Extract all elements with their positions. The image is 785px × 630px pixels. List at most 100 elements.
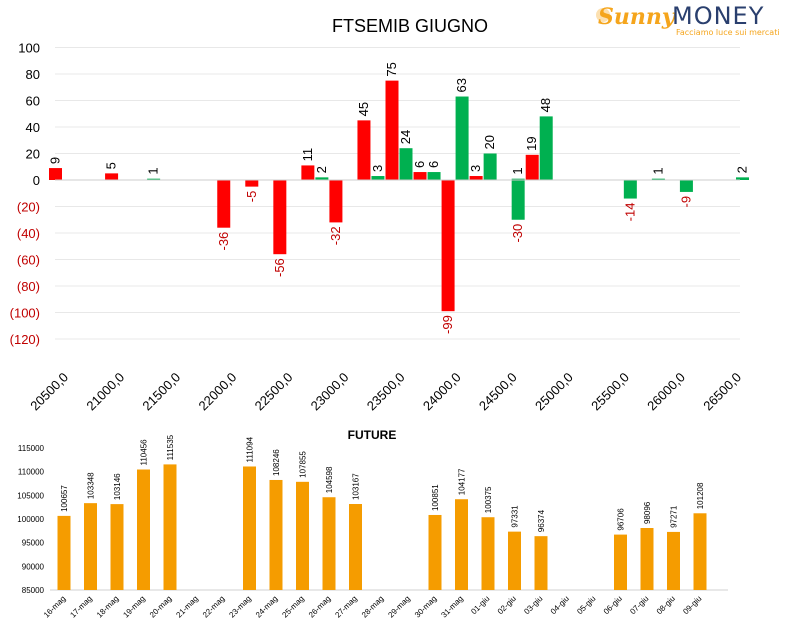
bar (84, 503, 97, 590)
logo-brand-money: MONEY (672, 2, 765, 30)
bar (273, 180, 287, 255)
data-label: 98096 (643, 501, 652, 524)
data-label: 19 (524, 136, 539, 150)
x-tick-label: 21-mag (174, 594, 200, 620)
bar (385, 80, 399, 180)
y-tick-label: (120) (10, 332, 40, 347)
data-label: 96706 (617, 508, 626, 531)
bar (623, 180, 637, 199)
x-tick-label: 20-mag (148, 594, 174, 620)
data-label: 11 (300, 148, 315, 162)
y-tick-label: 90000 (22, 562, 45, 571)
bar (736, 177, 749, 180)
y-tick-label: 20 (26, 147, 40, 162)
data-label: 2 (314, 166, 329, 173)
data-label: -32 (328, 226, 343, 245)
bar (315, 177, 329, 180)
data-label: 5 (104, 162, 119, 169)
bar (614, 534, 627, 590)
bar (427, 172, 441, 180)
y-tick-label: 100 (18, 41, 40, 56)
data-label: -14 (622, 203, 637, 222)
y-tick-label: (40) (17, 226, 40, 241)
x-tick-label: 23-mag (227, 594, 253, 620)
bar (428, 514, 442, 590)
data-label: 3 (370, 165, 385, 172)
brand-logo: Sunny MONEY Facciamo luce sui mercati (596, 2, 780, 40)
data-label: 111094 (246, 436, 255, 462)
data-label: -36 (216, 232, 231, 251)
data-label: 104177 (458, 468, 467, 495)
bar (469, 176, 483, 180)
data-label: 107855 (299, 451, 308, 478)
x-tick-label: 31-mag (439, 594, 465, 620)
bar (525, 154, 539, 180)
y-tick-label: (60) (17, 253, 40, 268)
bar (441, 180, 455, 312)
data-label: 1 (650, 167, 665, 174)
bar (217, 180, 231, 228)
x-tick-label: 24-mag (254, 594, 280, 620)
x-tick-label: 04-giu (549, 594, 571, 616)
x-tick-label: 24500,0 (476, 370, 520, 414)
y-tick-label: (20) (17, 200, 40, 215)
x-tick-label: 25000,0 (532, 370, 576, 414)
data-label: 2 (735, 166, 750, 173)
bar (110, 504, 124, 590)
x-tick-label: 22000,0 (196, 370, 240, 414)
bar (667, 531, 680, 590)
bar (349, 504, 362, 590)
data-label: 6 (412, 161, 427, 168)
x-tick-label: 19-mag (121, 594, 147, 620)
x-tick-label: 09-giu (681, 594, 703, 616)
x-tick-label: 22500,0 (252, 370, 296, 414)
y-tick-label: (80) (17, 279, 40, 294)
chart-title: FUTURE (348, 428, 397, 442)
y-tick-label: 115000 (18, 444, 45, 453)
x-tick-label: 20500,0 (27, 370, 71, 414)
data-label: 100657 (60, 485, 69, 512)
ftsemib-chart: FTSEMIB GIUGNO 100 80 60 40 20 0 (20) (40) (60) (8… (10, 16, 750, 413)
bar (357, 120, 371, 180)
data-label: 96374 (537, 509, 546, 532)
bar (679, 180, 693, 192)
data-label: -30 (510, 224, 525, 243)
x-tick-label: 25500,0 (588, 370, 632, 414)
x-tick-label: 07-giu (628, 594, 650, 616)
x-tick-label: 28-mag (360, 594, 386, 620)
data-label: 104598 (325, 466, 334, 493)
bar (539, 116, 553, 180)
x-tick-label: 16-mag (42, 594, 68, 620)
bar (455, 499, 468, 590)
bar (296, 481, 309, 590)
data-label: 6 (426, 161, 441, 168)
data-label: 103167 (352, 473, 361, 500)
bar (413, 172, 427, 180)
data-label: 75 (384, 62, 399, 76)
bar (693, 513, 707, 590)
bar (329, 180, 343, 223)
y-tick-label: 105000 (17, 491, 44, 500)
x-tick-label: 30-mag (413, 594, 439, 620)
x-tick-label: 08-giu (655, 594, 677, 616)
x-tick-label: 21000,0 (83, 370, 127, 414)
x-tick-label: 26000,0 (644, 370, 688, 414)
bar (640, 528, 654, 590)
bar (651, 178, 665, 180)
data-label: 101208 (696, 482, 705, 509)
bar (511, 178, 525, 180)
bar (163, 464, 177, 590)
y-tick-label: (100) (10, 306, 40, 321)
x-tick-label: 02-giu (496, 594, 518, 616)
x-tick-label: 17-mag (68, 594, 94, 620)
x-tick-label: 29-mag (386, 594, 412, 620)
bar (481, 517, 495, 590)
bar (399, 148, 413, 180)
logo-brand-sunny: Sunny (598, 4, 675, 30)
x-tick-label: 18-mag (95, 594, 121, 620)
x-tick-label: 27-mag (333, 594, 359, 620)
future-chart: FUTURE 115000 110000 105000 100000 95000 90000… (17, 428, 728, 620)
bar (534, 536, 548, 590)
x-tick-label: 01-giu (469, 594, 491, 616)
